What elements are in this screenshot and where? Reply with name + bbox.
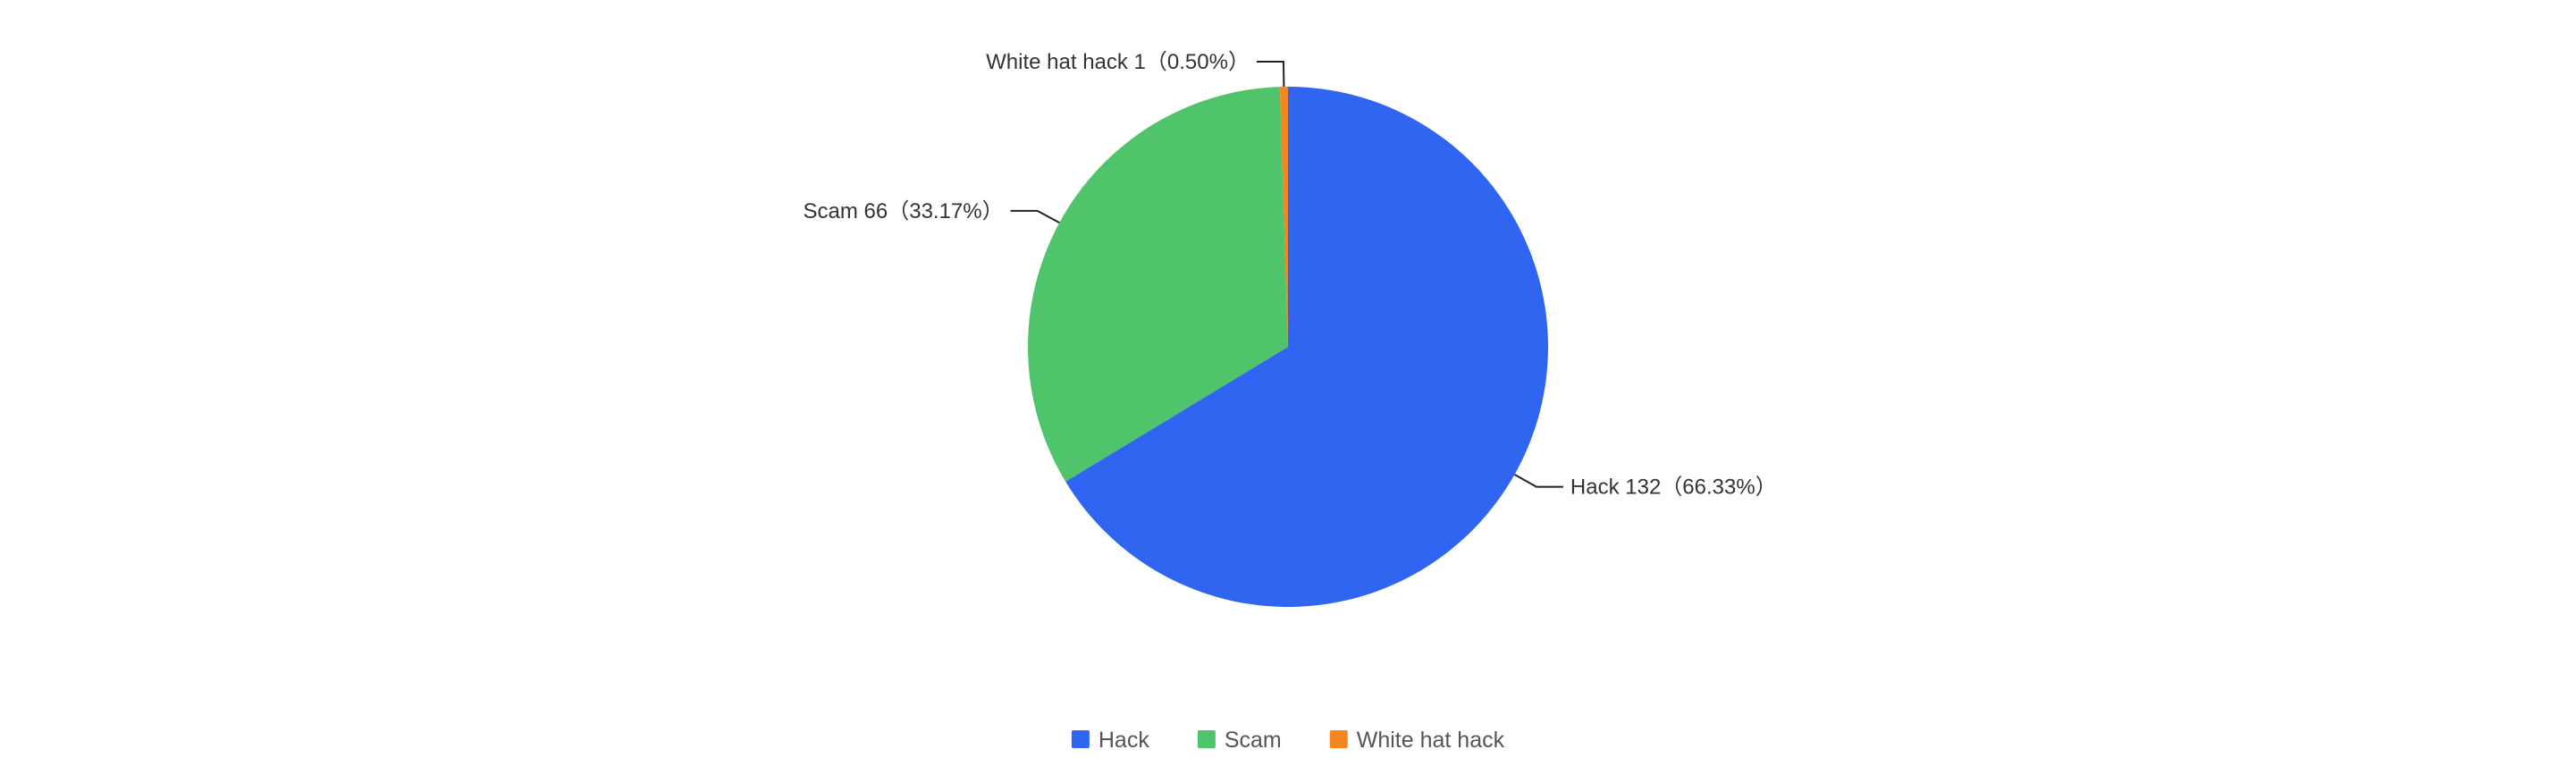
legend: Hack Scam White hat hack: [1071, 728, 1505, 753]
legend-item-white-hat-hack[interactable]: White hat hack: [1329, 728, 1505, 753]
slice-label-hack: Hack 132（66.33%）: [1570, 476, 1777, 500]
legend-item-scam[interactable]: Scam: [1197, 728, 1282, 753]
slice-label-scam: Scam 66（33.17%）: [804, 199, 1004, 223]
pie-slice-scam[interactable]: [1028, 87, 1288, 482]
pie-slice-white-hat-hack[interactable]: [1279, 87, 1288, 347]
legend-item-hack[interactable]: Hack: [1071, 728, 1149, 753]
legend-swatch-white-hat-hack: [1329, 730, 1348, 748]
legend-label-hack: Hack: [1099, 728, 1149, 753]
leader-line-hack: [1514, 473, 1563, 488]
slice-label-white-hat-hack: White hat hack 1（0.50%）: [986, 50, 1250, 74]
legend-label-white-hat-hack: White hat hack: [1357, 728, 1505, 753]
leader-line-scam: [1010, 209, 1060, 224]
legend-label-scam: Scam: [1225, 728, 1282, 753]
legend-swatch-hack: [1071, 730, 1090, 748]
leader-line-white-hat-hack: [1256, 61, 1285, 88]
legend-swatch-scam: [1197, 730, 1216, 748]
pie-slice-hack[interactable]: [1065, 87, 1549, 607]
